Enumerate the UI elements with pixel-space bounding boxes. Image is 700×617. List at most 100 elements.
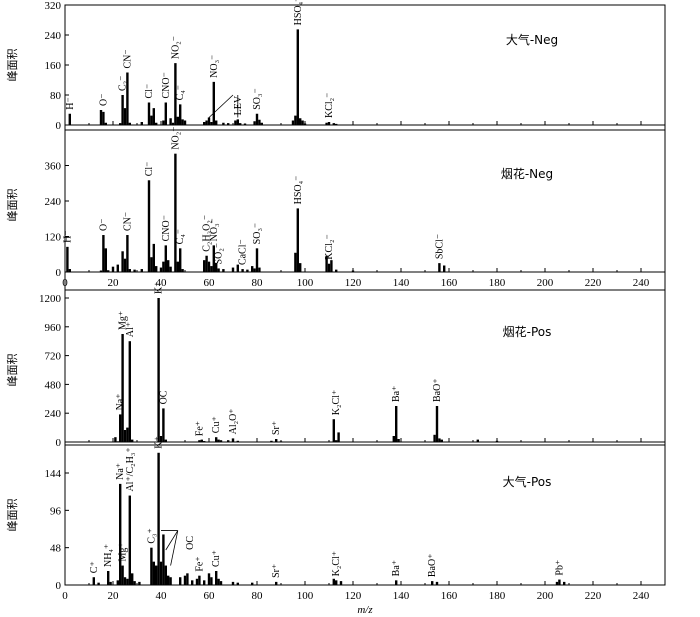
bar bbox=[299, 118, 302, 125]
bar bbox=[433, 434, 436, 442]
bar bbox=[183, 575, 187, 585]
peak-label: K⁺ bbox=[154, 282, 165, 295]
peak-label: KCl₂⁻ bbox=[324, 234, 335, 259]
bar bbox=[164, 565, 167, 585]
bar bbox=[332, 578, 335, 585]
bar bbox=[205, 255, 208, 272]
peak-label: Mg⁺ bbox=[118, 542, 129, 561]
peak-label: CN⁻ bbox=[122, 49, 133, 68]
bar bbox=[66, 246, 69, 272]
bar bbox=[392, 436, 395, 442]
bar bbox=[203, 122, 206, 125]
bar bbox=[495, 440, 499, 442]
peak-label: NO₃⁻ bbox=[209, 218, 220, 241]
bar bbox=[212, 245, 215, 272]
x-tick-label: 20 bbox=[108, 590, 120, 602]
bar bbox=[207, 261, 211, 272]
bar bbox=[109, 581, 112, 585]
bar bbox=[296, 208, 299, 272]
y-axis-label: 峰面积 bbox=[6, 354, 19, 387]
bar bbox=[68, 113, 71, 125]
peak-label: HSO₄⁻ bbox=[293, 0, 304, 25]
x-tick-label: 60 bbox=[204, 277, 216, 289]
bar bbox=[176, 261, 179, 272]
bar bbox=[116, 441, 119, 442]
bar bbox=[128, 495, 131, 585]
bar bbox=[167, 260, 170, 272]
x-tick-label: 240 bbox=[633, 277, 650, 289]
bar bbox=[215, 571, 218, 585]
bar bbox=[116, 264, 119, 272]
x-tick-label: 20 bbox=[108, 277, 120, 289]
bar bbox=[203, 441, 206, 442]
bar bbox=[332, 123, 335, 125]
bar bbox=[395, 580, 398, 585]
bar bbox=[330, 260, 333, 272]
bar bbox=[231, 438, 235, 442]
bar bbox=[215, 437, 218, 442]
bar bbox=[121, 565, 124, 585]
bar bbox=[150, 547, 153, 585]
bar bbox=[303, 123, 307, 125]
bar bbox=[253, 268, 256, 272]
bar bbox=[217, 439, 220, 442]
bar bbox=[128, 269, 131, 272]
peak-label: Cu⁺ bbox=[211, 416, 222, 433]
bar bbox=[291, 120, 295, 125]
bar bbox=[162, 408, 165, 442]
bar bbox=[138, 581, 141, 585]
bar bbox=[181, 269, 184, 272]
y-axis-label: 峰面积 bbox=[6, 189, 19, 222]
bar bbox=[162, 120, 165, 125]
bar bbox=[104, 248, 107, 272]
bar bbox=[555, 581, 559, 585]
x-tick-label: 160 bbox=[441, 277, 458, 289]
peak-label: O⁻ bbox=[98, 94, 109, 107]
peak-label: BaO⁺ bbox=[427, 554, 438, 578]
y-tick-label: 96 bbox=[50, 505, 62, 517]
peak-label: Sr⁺ bbox=[271, 421, 282, 435]
bar bbox=[279, 441, 283, 442]
y-tick-label: 240 bbox=[45, 30, 62, 42]
bar bbox=[258, 267, 261, 272]
x-tick-label: 40 bbox=[156, 590, 168, 602]
bar bbox=[438, 263, 441, 272]
x-tick-label: 120 bbox=[345, 277, 362, 289]
bar bbox=[119, 123, 122, 125]
bar bbox=[147, 102, 151, 125]
bar bbox=[239, 123, 242, 125]
bar bbox=[157, 298, 160, 442]
bar bbox=[275, 439, 278, 442]
x-tick-label: 200 bbox=[537, 277, 554, 289]
bar bbox=[121, 334, 124, 442]
peak-label: C₄⁻ bbox=[175, 85, 186, 100]
peak-label: Cl⁻ bbox=[144, 162, 155, 177]
peak-label: Cu⁺ bbox=[211, 550, 222, 567]
bar bbox=[275, 581, 278, 585]
bar bbox=[155, 266, 158, 272]
bar bbox=[246, 269, 249, 272]
peak-label: CN⁻ bbox=[122, 212, 133, 231]
bar bbox=[299, 263, 302, 272]
peak-label: CNO⁻ bbox=[161, 215, 172, 241]
bar bbox=[296, 29, 299, 125]
x-tick-label: 0 bbox=[62, 277, 68, 289]
y-tick-label: 320 bbox=[45, 0, 62, 12]
y-tick-label: 160 bbox=[45, 60, 62, 72]
bar bbox=[258, 119, 261, 125]
bar bbox=[222, 122, 225, 125]
bar bbox=[255, 248, 259, 272]
lev-arrow bbox=[208, 94, 234, 118]
bar bbox=[222, 269, 225, 272]
peak-label: CNO⁻ bbox=[161, 72, 172, 98]
bar bbox=[150, 115, 153, 125]
bar bbox=[236, 264, 239, 272]
bar bbox=[260, 122, 263, 125]
x-tick-label: 60 bbox=[204, 590, 216, 602]
bar bbox=[325, 122, 328, 125]
bar bbox=[162, 261, 165, 272]
panel-title: 烟花-Neg bbox=[501, 166, 553, 181]
bar bbox=[217, 578, 220, 585]
bar bbox=[99, 110, 103, 125]
bar bbox=[126, 72, 129, 125]
